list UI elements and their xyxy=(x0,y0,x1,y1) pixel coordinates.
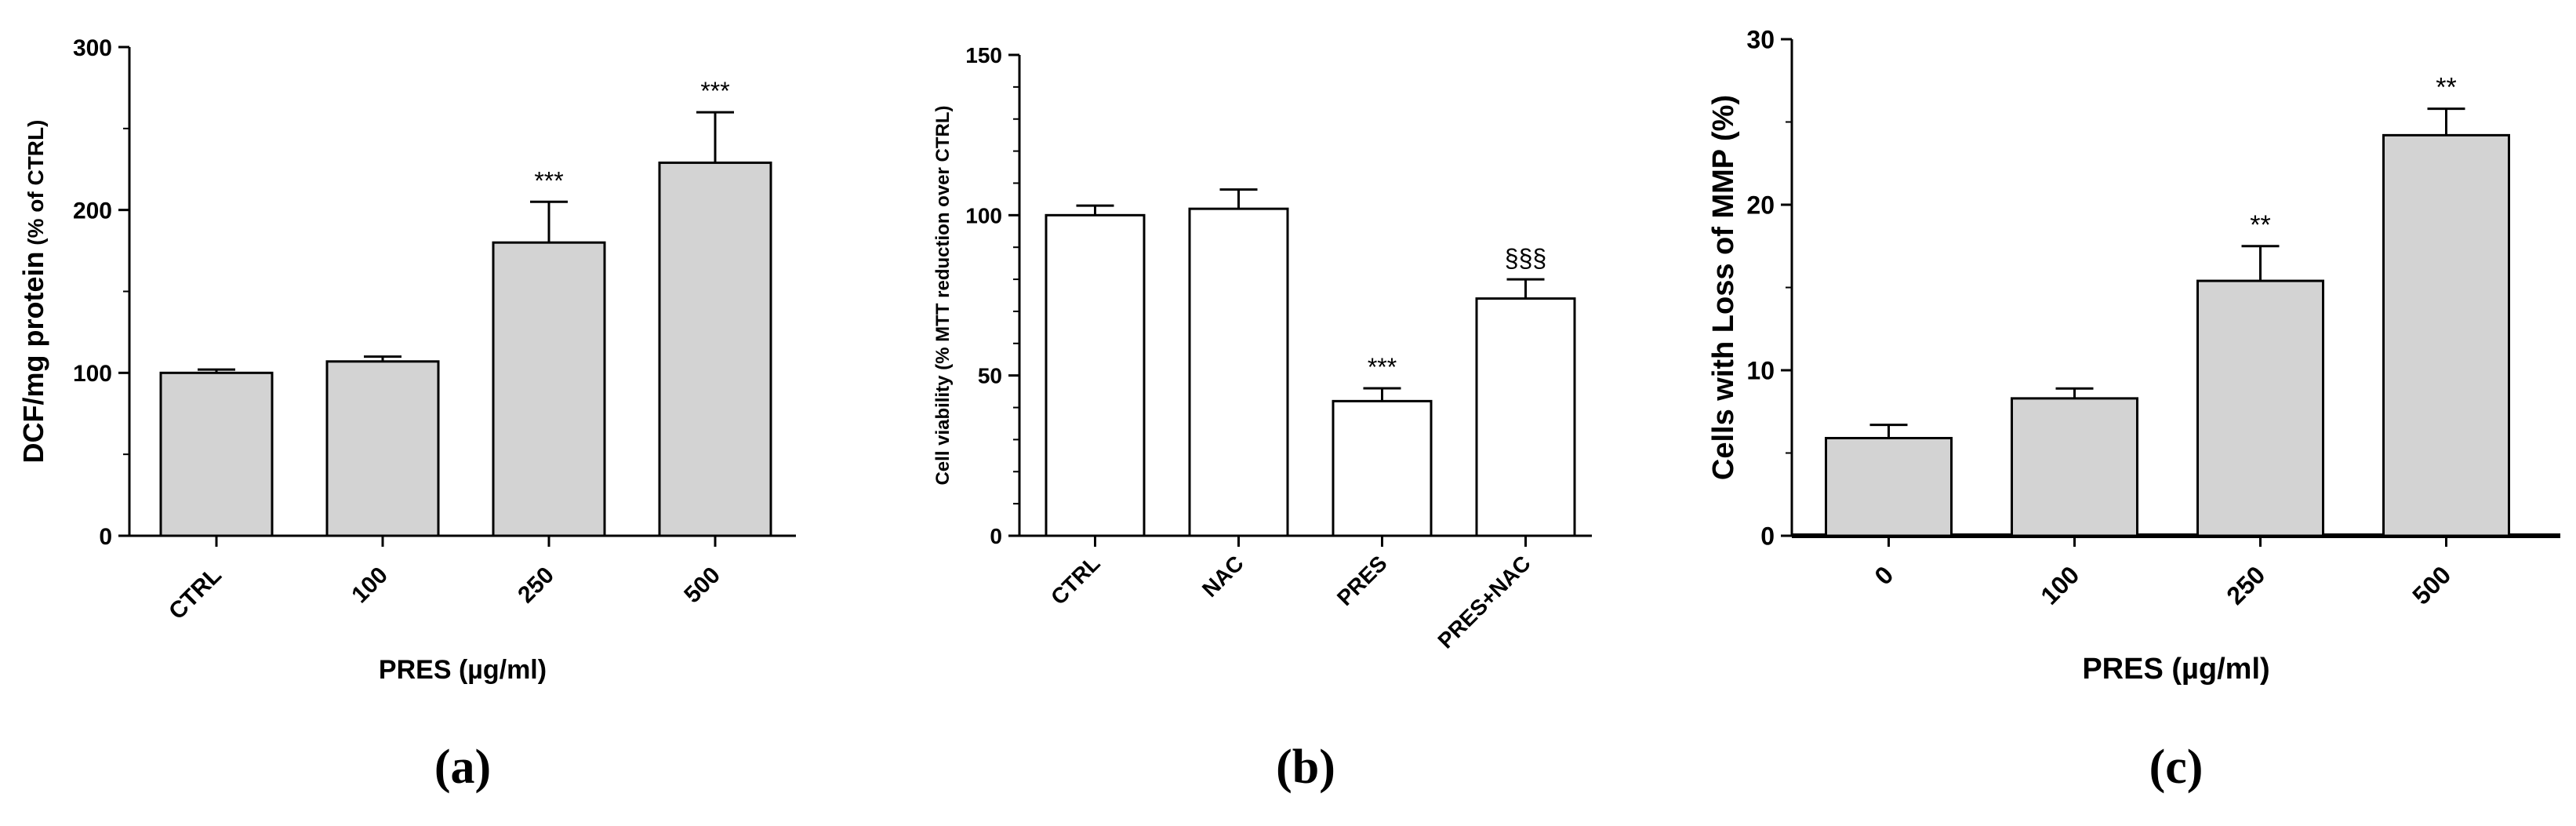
y-tick-label: 200 xyxy=(73,198,112,224)
x-axis-title: PRES (µg/ml) xyxy=(379,655,547,685)
x-tick-label: CTRL xyxy=(1046,551,1105,609)
x-tick-label: 250 xyxy=(2221,560,2270,609)
x-tick-label: 100 xyxy=(347,562,393,609)
y-tick-label: 0 xyxy=(1760,522,1775,551)
significance-label: ** xyxy=(2250,210,2270,240)
x-tick-label: CTRL xyxy=(164,562,227,625)
significance-label: ** xyxy=(2436,73,2456,103)
panel-label: (c) xyxy=(2149,740,2204,794)
significance-label: *** xyxy=(1368,353,1397,381)
y-axis-title: DCF/mg protein (% of CTRL) xyxy=(17,120,49,464)
y-axis-title-unit: (% of CTRL) xyxy=(24,120,48,252)
significance-label: *** xyxy=(700,77,729,105)
y-axis-title: Cell viability (% MTT reduction over CTR… xyxy=(932,105,954,485)
y-tick-label: 300 xyxy=(73,35,112,61)
y-tick-label: 50 xyxy=(978,364,1002,388)
x-tick-label: 500 xyxy=(679,562,725,609)
y-axis-title-main: DCF/mg protein xyxy=(17,251,49,463)
y-tick-label: 100 xyxy=(965,203,1002,227)
bar xyxy=(2011,397,2138,537)
x-tick-label: 500 xyxy=(2407,560,2456,609)
y-axis-title-main: Cells with Loss of MMP (%) xyxy=(1707,95,1740,480)
bar xyxy=(2382,133,2510,537)
y-tick-label: 20 xyxy=(1746,191,1775,220)
significance-label: §§§ xyxy=(1505,244,1546,272)
x-tick-label: 100 xyxy=(2035,560,2084,609)
x-tick-label: PRES+NAC xyxy=(1433,551,1535,653)
y-tick-label: 100 xyxy=(73,361,112,387)
y-tick-label: 0 xyxy=(99,524,112,550)
bar xyxy=(159,371,274,537)
bar xyxy=(1045,213,1146,537)
x-tick-label: 250 xyxy=(513,562,559,609)
x-axis-title: PRES (µg/ml) xyxy=(2082,653,2269,686)
bar xyxy=(492,241,606,537)
y-axis-title-main: Cell viability (% MTT reduction over CTR… xyxy=(932,105,954,485)
x-tick-label: PRES xyxy=(1332,551,1392,610)
bar xyxy=(2196,279,2324,537)
y-tick-label: 150 xyxy=(965,43,1002,67)
panel-label: (b) xyxy=(1276,740,1335,794)
x-tick-label: 0 xyxy=(1869,560,1898,590)
chart-panel-b: 0 50 100 150 CTRL NAC PRES *** PRES+NAC §§§ Cell v… xyxy=(932,43,1592,794)
significance-label: *** xyxy=(534,166,563,195)
y-axis-title: Cells with Loss of MMP (%) xyxy=(1707,95,1740,480)
chart-panel-a: 0 100 200 300 CTRL 100 250 *** 500 *** DCF/mg prot… xyxy=(17,35,796,794)
bar xyxy=(325,360,440,537)
bar xyxy=(1475,297,1576,537)
bar xyxy=(1188,207,1289,537)
x-tick-label: NAC xyxy=(1197,551,1248,602)
bar xyxy=(1332,399,1433,537)
y-tick-label: 30 xyxy=(1746,26,1775,54)
y-tick-label: 0 xyxy=(990,524,1002,548)
bar xyxy=(658,161,772,537)
y-tick-label: 10 xyxy=(1746,357,1775,385)
bar xyxy=(1825,437,1953,537)
panel-label: (a) xyxy=(434,740,491,794)
chart-panel-c: 0 10 20 30 0 100 250 ** 500 ** Cells with Loss of … xyxy=(1707,26,2560,794)
